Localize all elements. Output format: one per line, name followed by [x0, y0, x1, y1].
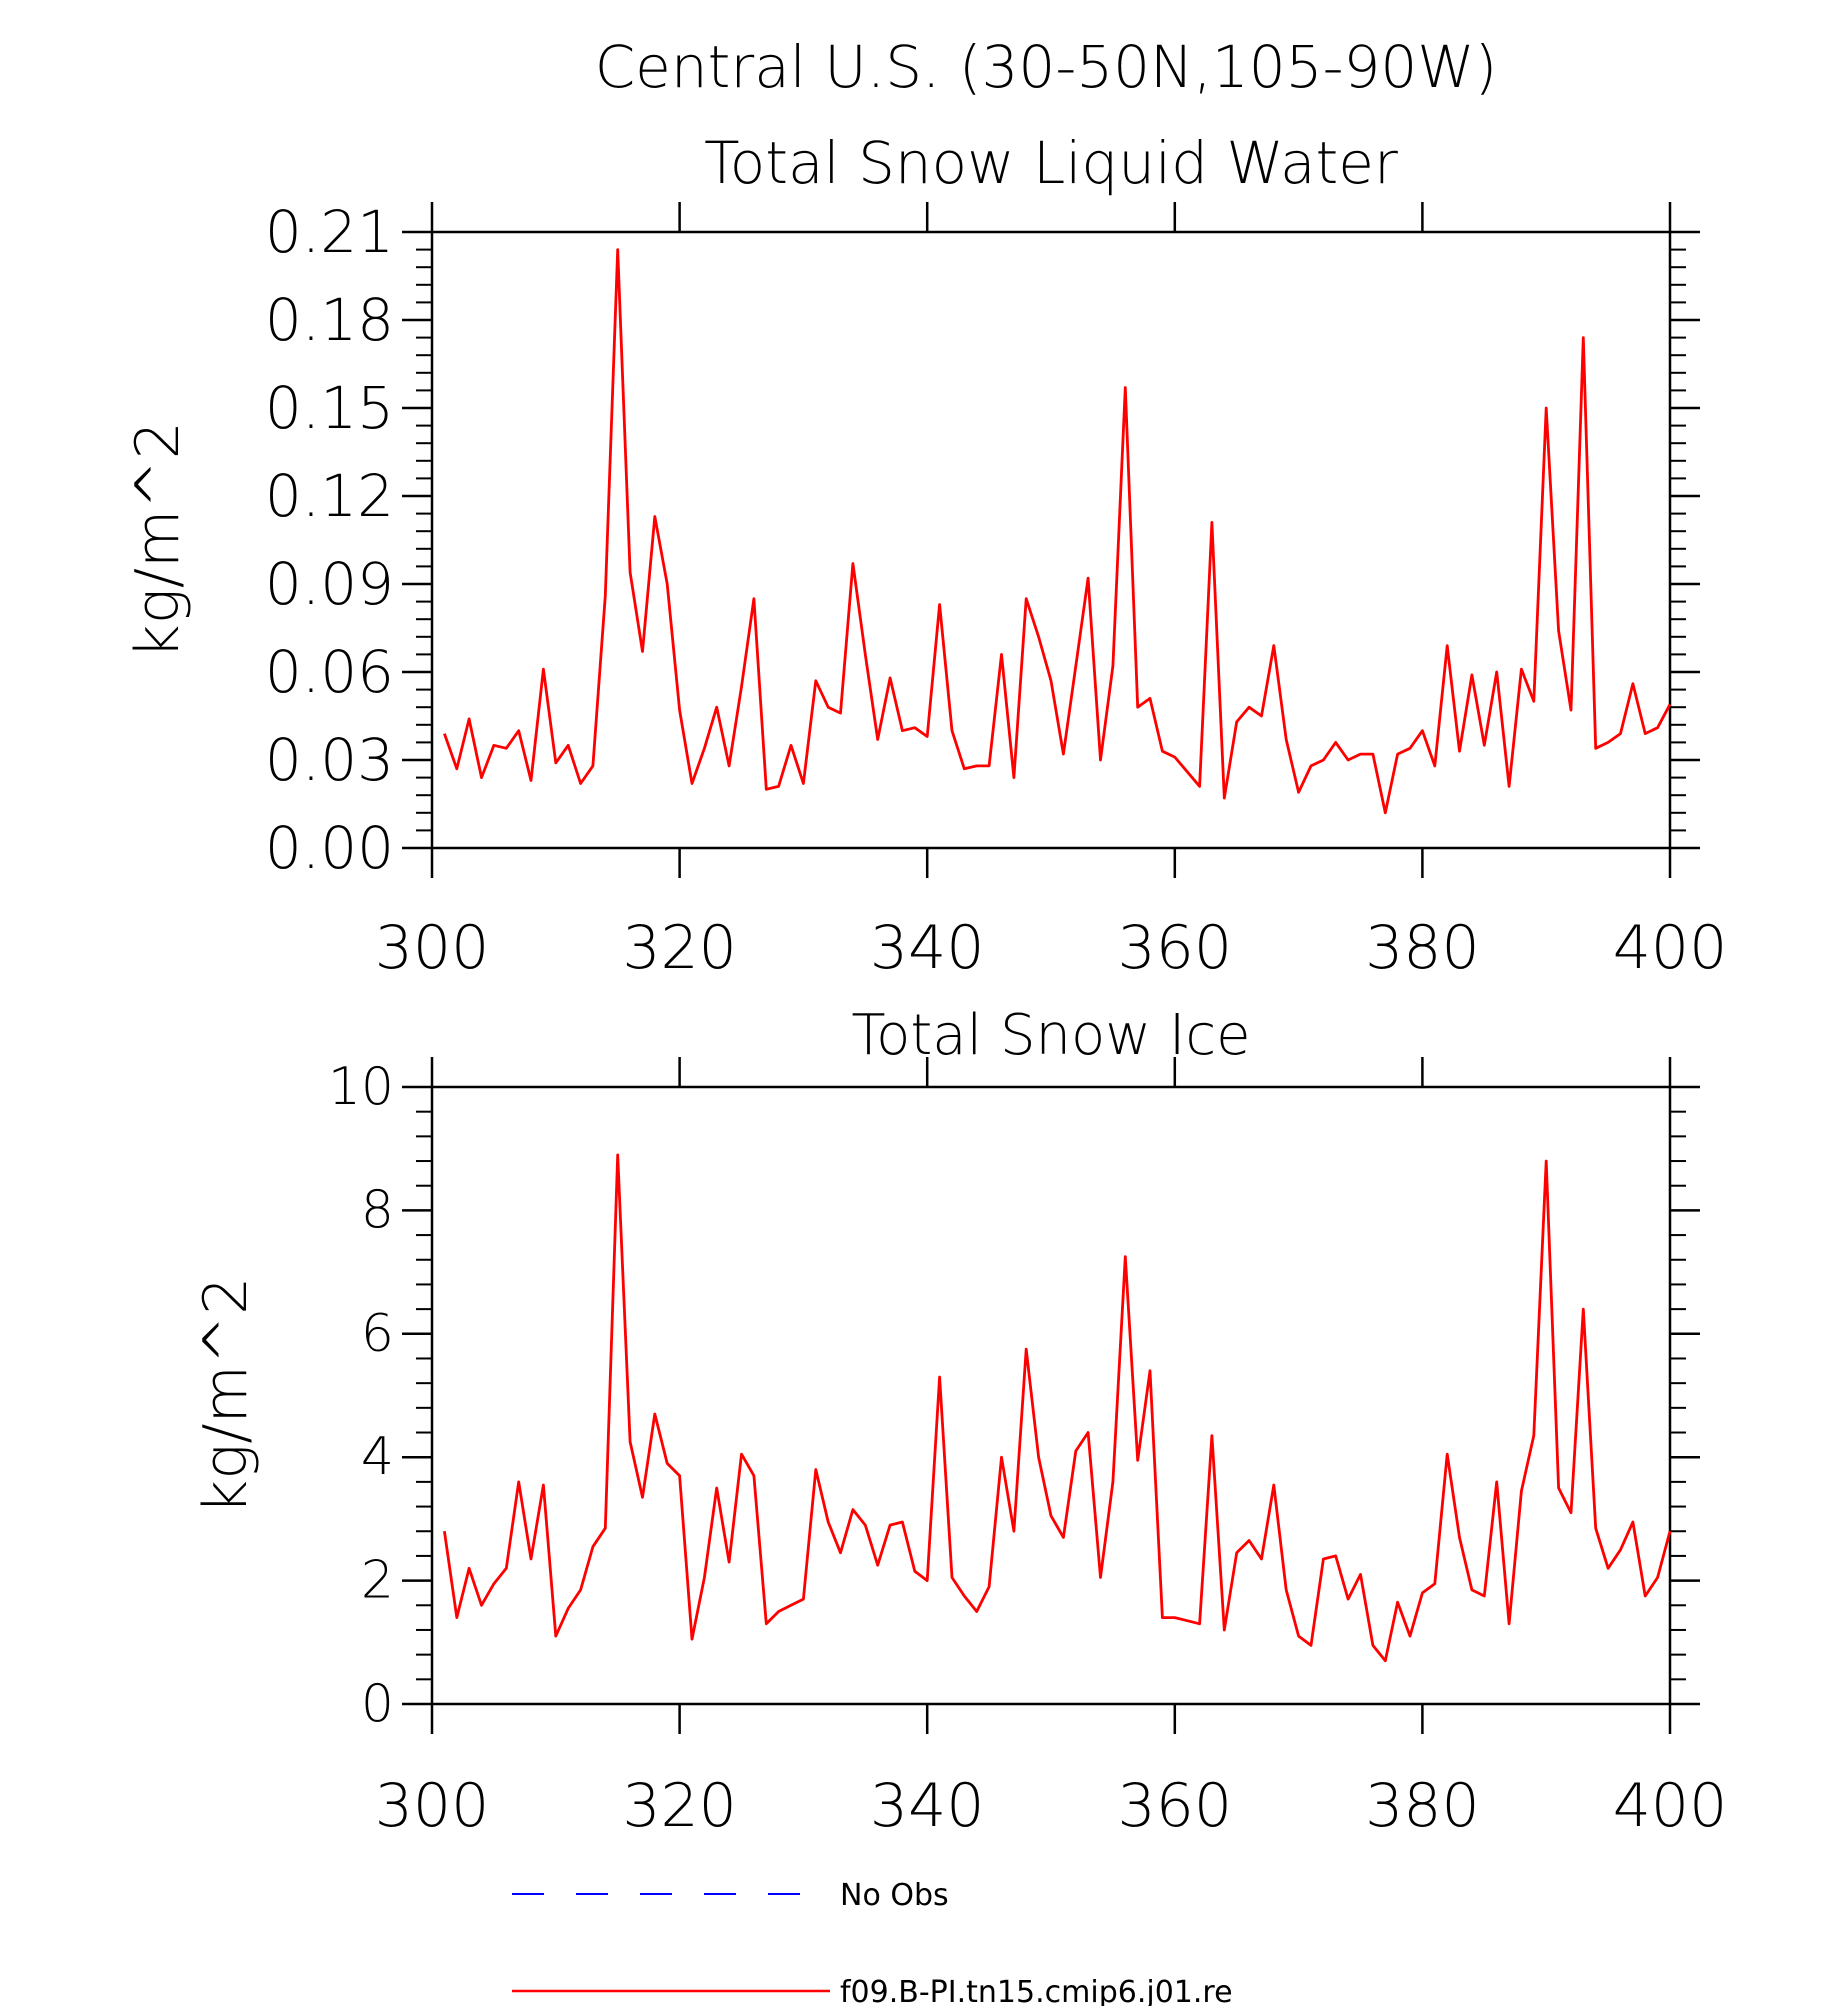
y-tick-label: 0.18: [265, 286, 394, 354]
x-tick-label: 380: [1365, 1771, 1480, 1841]
y-tick-label: 2: [361, 1551, 394, 1611]
chart-panels: Total Snow Liquid Water kg/m^2 0.00 0.03 0.0…: [123, 129, 1727, 1841]
x-tick-label: 380: [1365, 913, 1480, 983]
y-tick-label: 0.09: [265, 550, 394, 618]
legend-model-label: f09.B-PI.tn15.cmip6.j01.re: [840, 1975, 1233, 2006]
chart-panel-2: Total Snow Ice kg/m^2 0 2 4 6 8 10 300 320 340 360 3…: [191, 1003, 1727, 1841]
y-tick-label: 0.15: [265, 374, 394, 442]
y-tick-label: 0: [361, 1674, 394, 1734]
x-tick-label: 340: [870, 913, 985, 983]
chart-title: Total Snow Liquid Water: [704, 129, 1398, 197]
y-tick-label: 8: [361, 1180, 394, 1240]
legend: No Obs f09.B-PI.tn15.cmip6.j01.re: [512, 1878, 1233, 2006]
x-tick-label: 300: [375, 1771, 490, 1841]
plot-frame: [430, 1085, 1672, 1706]
y-axis-label: kg/m^2: [123, 421, 193, 659]
x-tick-label: 360: [1118, 1771, 1233, 1841]
y-tick-label: 0.06: [265, 638, 394, 706]
x-tick-label: 400: [1613, 1771, 1728, 1841]
legend-obs-label: No Obs: [840, 1878, 949, 1913]
series-line-1: [443, 248, 1672, 815]
x-tick-label: 300: [375, 913, 490, 983]
x-tick-label: 400: [1613, 913, 1728, 983]
y-tick-label: 0.12: [265, 462, 394, 530]
y-tick-label: 6: [361, 1304, 394, 1364]
series-line-1: [443, 1153, 1672, 1663]
chart-title: Total Snow Ice: [851, 1003, 1250, 1068]
y-tick-label: 10: [328, 1057, 394, 1117]
y-tick-label: 0.21: [265, 198, 394, 266]
main-title: Central U.S. (30-50N,105-90W): [595, 33, 1498, 101]
chart-panel-1: Total Snow Liquid Water kg/m^2 0.00 0.03 0.0…: [123, 129, 1727, 983]
x-tick-label: 360: [1118, 913, 1233, 983]
plot-frame: [430, 230, 1672, 850]
x-tick-label: 340: [870, 1771, 985, 1841]
y-tick-label: 4: [361, 1427, 394, 1487]
x-tick-label: 320: [622, 1771, 737, 1841]
y-tick-label: 0.03: [265, 726, 394, 794]
y-axis-label: kg/m^2: [191, 1277, 261, 1515]
y-tick-label: 0.00: [265, 814, 394, 882]
x-tick-label: 320: [622, 913, 737, 983]
